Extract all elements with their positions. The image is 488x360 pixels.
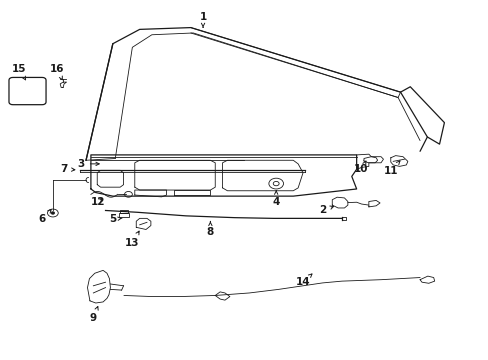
Text: 7: 7 [61, 164, 75, 174]
Text: 8: 8 [206, 221, 214, 237]
Text: 15: 15 [12, 64, 26, 80]
Text: 1: 1 [199, 12, 206, 27]
Text: 13: 13 [125, 231, 139, 248]
Text: 5: 5 [109, 215, 122, 224]
Text: 9: 9 [90, 306, 98, 323]
Text: 14: 14 [295, 274, 311, 287]
Text: 10: 10 [353, 161, 368, 174]
Text: 12: 12 [91, 197, 105, 207]
Text: 4: 4 [272, 191, 279, 207]
Text: 3: 3 [78, 159, 99, 169]
Text: 16: 16 [49, 64, 64, 80]
Text: 2: 2 [318, 206, 333, 216]
Circle shape [51, 212, 55, 215]
Text: 11: 11 [383, 161, 399, 176]
Text: 6: 6 [39, 210, 51, 224]
